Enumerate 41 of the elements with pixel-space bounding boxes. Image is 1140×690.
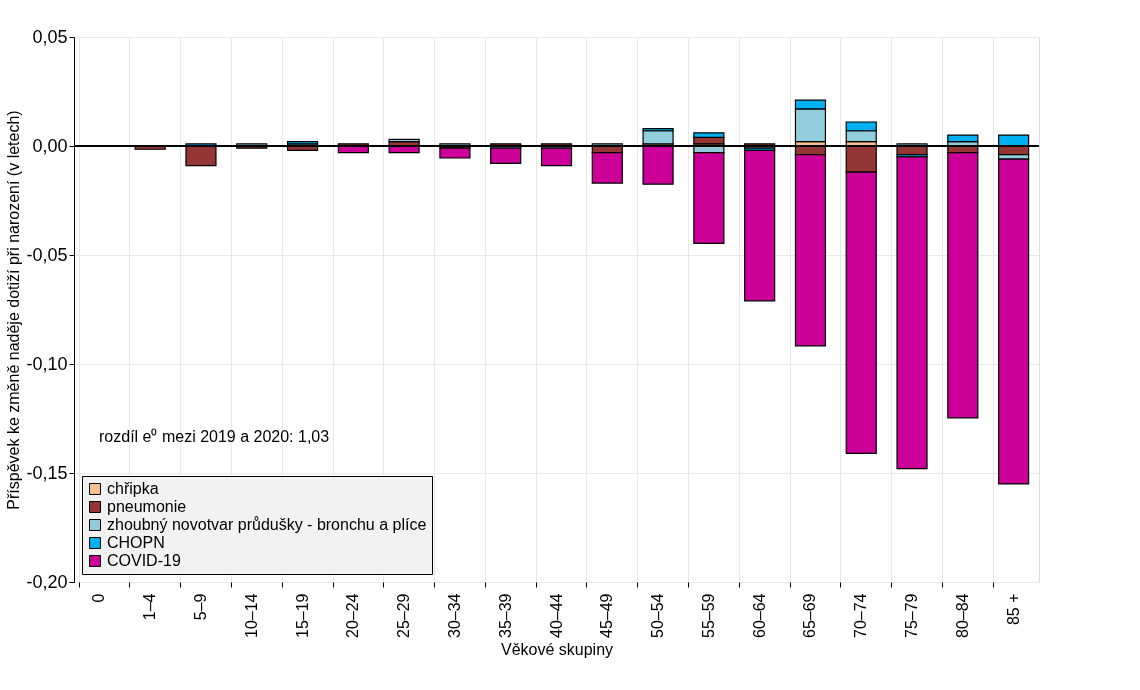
y-axis-title: Příspěvek ke změně naděje dotiží při narození (v letech)	[5, 110, 23, 510]
bar	[947, 151, 979, 419]
x-tick-label: 50–54	[649, 593, 667, 638]
x-tick-label: 1–4	[141, 593, 159, 621]
x-tick-label: 75–79	[903, 593, 921, 638]
bar	[591, 151, 623, 184]
x-tick-label: 45–49	[598, 593, 616, 638]
y-tick-label: 0,00	[32, 135, 68, 156]
x-tick-label: 55–59	[699, 593, 717, 638]
bar	[896, 156, 928, 470]
y-tick-label: -0,20	[26, 571, 68, 592]
y-tick-label: -0,10	[26, 353, 68, 374]
x-tick-label: 10–14	[242, 593, 260, 638]
bar	[388, 138, 420, 143]
legend-label: chřipka	[107, 480, 159, 497]
x-tick-label: 5–9	[191, 593, 209, 621]
x-tick-label: 20–24	[344, 593, 362, 638]
annotation: rozdíl e⁰ mezi 2019 a 2020: 1,03	[99, 428, 330, 445]
x-tick-label: 70–74	[852, 593, 870, 638]
x-tick-label: 65–69	[801, 593, 819, 638]
x-axis-title: Věkové skupiny	[500, 640, 614, 658]
bar	[744, 149, 776, 302]
x-tick-label: 85 +	[1004, 593, 1022, 626]
x-tick-label: 40–44	[547, 593, 565, 638]
y-tick-label: 0,05	[32, 26, 68, 47]
x-tick-label: 80–84	[953, 593, 971, 638]
x-tick-label: 60–64	[750, 593, 768, 638]
legend-label: CHOPN	[107, 534, 165, 551]
bar	[693, 151, 725, 245]
x-tick-label: 15–19	[293, 593, 311, 638]
x-tick-label: 35–39	[496, 593, 514, 638]
y-tick-label: -0,05	[26, 244, 68, 265]
bar	[998, 158, 1030, 485]
x-tick-label: 25–29	[395, 593, 413, 638]
bar	[947, 134, 979, 143]
x-tick-label: 30–34	[445, 593, 463, 638]
legend-label: COVID-19	[107, 552, 181, 569]
x-tick-label: 0	[90, 593, 108, 603]
y-tick-label: -0,15	[26, 462, 68, 483]
legend-label: pneumonie	[107, 498, 187, 515]
legend-label: zhoubný novotvar průdušky - bronchu a plíce	[107, 516, 427, 533]
